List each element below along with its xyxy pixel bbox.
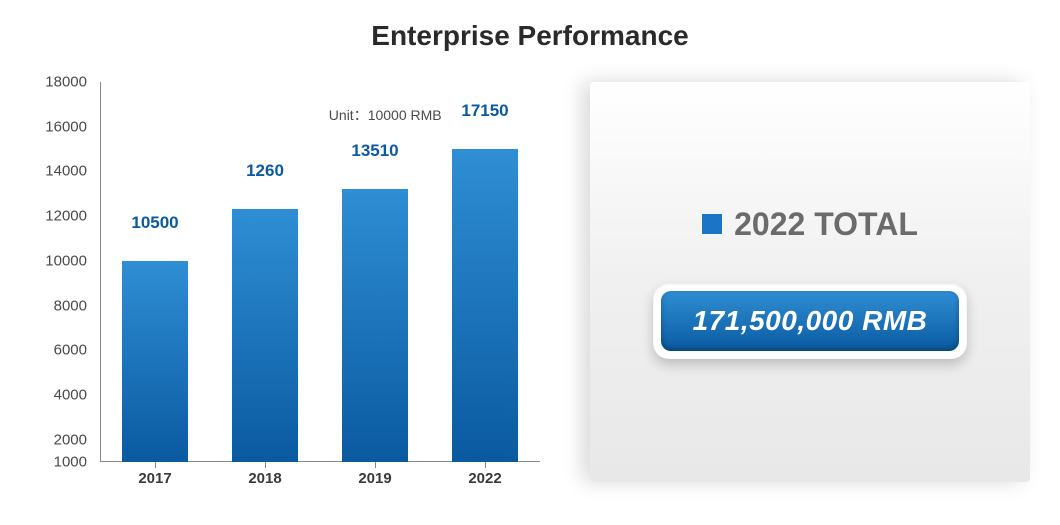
y-tick-label: 18000 <box>45 74 87 91</box>
x-tick-mark <box>485 462 486 468</box>
chart-bars: 10500 1260 13510 17150 <box>100 82 540 462</box>
y-tick-label: 16000 <box>45 118 87 135</box>
chart-bar <box>452 149 518 462</box>
y-tick-label: 1000 <box>54 454 87 471</box>
x-tick-label: 2022 <box>468 470 501 487</box>
x-tick-label: 2017 <box>138 470 171 487</box>
page-container: Enterprise Performance 1000 2000 4000 6000 8… <box>0 0 1060 525</box>
y-tick-label: 10000 <box>45 252 87 269</box>
chart-plot-area: Unit：10000 RMB 1050012601351017150 <box>100 82 540 462</box>
total-label: 2022 TOTAL <box>734 206 918 243</box>
y-tick-label: 4000 <box>54 386 87 403</box>
total-label-row: 2022 TOTAL <box>702 206 918 243</box>
x-tick-mark <box>375 462 376 468</box>
x-tick-mark <box>265 462 266 468</box>
bar-value-label: 1260 <box>246 161 284 185</box>
info-card: 2022 TOTAL 171,500,000 RMB <box>590 82 1030 482</box>
chart-bar <box>122 261 188 462</box>
y-tick-label: 8000 <box>54 297 87 314</box>
y-axis: 1000200040006000800010000120001400016000… <box>30 82 95 462</box>
content-row: 1000 2000 4000 6000 8000 10000 12000 14000 16000… <box>30 72 1030 502</box>
chart-bar <box>342 189 408 462</box>
y-tick-label: 6000 <box>54 342 87 359</box>
info-panel: 2022 TOTAL 171,500,000 RMB <box>590 72 1030 502</box>
bar-value-label: 13510 <box>351 141 398 165</box>
chart-bar <box>232 209 298 462</box>
chart-panel: 1000 2000 4000 6000 8000 10000 12000 14000 16000… <box>30 72 550 502</box>
x-tick-label: 2019 <box>358 470 391 487</box>
y-tick-label: 2000 <box>54 431 87 448</box>
total-badge: 171,500,000 RMB <box>661 291 960 351</box>
y-tick-label: 12000 <box>45 208 87 225</box>
x-axis: 2017 2018 2019 2022 <box>100 462 540 502</box>
total-badge-container: 171,500,000 RMB <box>653 283 968 359</box>
total-value: 171,500,000 RMB <box>693 305 928 337</box>
x-tick-label: 2018 <box>248 470 281 487</box>
bar-value-label: 17150 <box>461 101 508 125</box>
y-tick-label: 14000 <box>45 163 87 180</box>
square-marker-icon <box>702 214 722 234</box>
page-title: Enterprise Performance <box>30 20 1030 52</box>
bar-value-label: 10500 <box>131 213 178 237</box>
x-tick-mark <box>155 462 156 468</box>
